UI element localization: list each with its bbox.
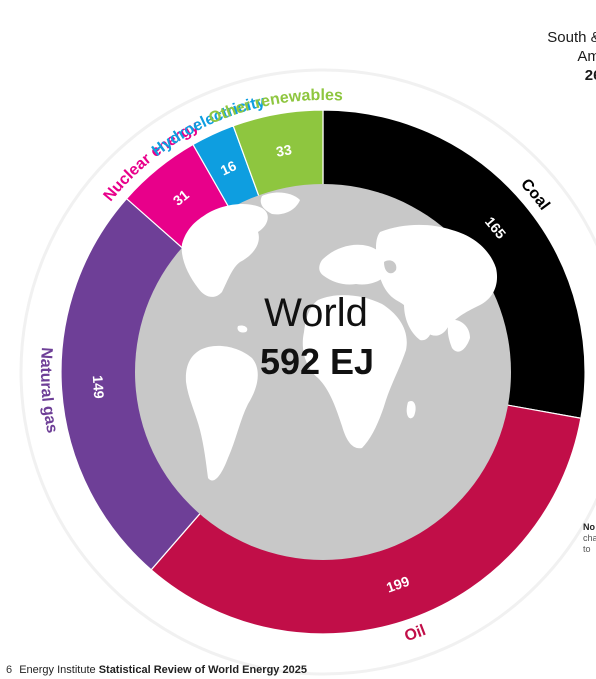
value-label-other-renewables: 33: [275, 141, 293, 160]
note-line1: cha: [583, 533, 596, 543]
value-label-oil: 199: [384, 573, 412, 596]
footer-title: Statistical Review of World Energy 2025: [98, 664, 307, 676]
region-callout: South & Ce Americ 26 EJ: [494, 28, 596, 85]
donut-slices: [60, 109, 586, 635]
note-block: No cha to: [583, 522, 596, 555]
page-number: 6: [6, 664, 13, 676]
category-label-oil: Oil: [403, 622, 429, 645]
note-line2: to: [583, 544, 591, 554]
value-label-hydroelectricity: 16: [218, 157, 239, 178]
region-name-line1: South & Ce: [547, 29, 596, 46]
world-map-image: [181, 192, 498, 481]
center-title: World: [264, 291, 368, 335]
note-heading: No: [583, 522, 595, 532]
region-name-line2: Americ: [577, 48, 596, 65]
page-footer: 6 Energy Institute Statistical Review of…: [6, 664, 307, 676]
region-value: 26 EJ: [584, 67, 596, 84]
category-label-natural-gas: Natural gas: [37, 347, 61, 435]
footer-publisher: Energy Institute: [19, 664, 96, 676]
value-label-natural-gas: 149: [90, 375, 108, 400]
background-ring: [19, 68, 596, 676]
center-total: 592 EJ: [260, 341, 374, 382]
